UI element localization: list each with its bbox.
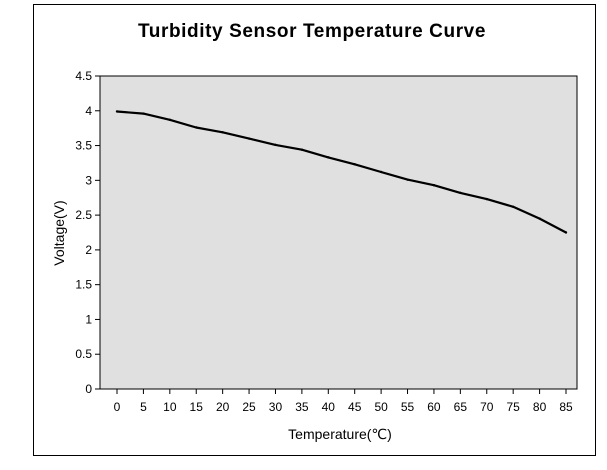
y-tick-label: 3.5 <box>75 139 92 153</box>
x-tick-label: 25 <box>242 400 256 414</box>
y-axis-ticks: 0 0.5 1 1.5 2 2.5 3 3.5 4 4.5 <box>75 69 100 396</box>
x-tick-label: 60 <box>427 400 441 414</box>
x-tick-label: 10 <box>163 400 177 414</box>
y-tick-label: 0 <box>85 382 92 396</box>
x-tick-label: 75 <box>506 400 520 414</box>
x-tick-label: 35 <box>295 400 309 414</box>
y-axis-label: Voltage(V) <box>51 200 67 265</box>
y-tick-label: 3 <box>85 173 92 187</box>
data-point <box>564 231 568 234</box>
data-point <box>327 156 330 159</box>
x-tick-label: 20 <box>216 400 230 414</box>
y-tick-label: 2 <box>85 243 92 257</box>
x-axis-label: Temperature(℃) <box>288 426 392 442</box>
series-line-voltage <box>116 110 567 234</box>
data-point <box>195 126 198 129</box>
data-point <box>538 217 541 220</box>
data-point <box>247 137 251 140</box>
x-tick-label: 45 <box>348 400 362 414</box>
chart-svg: Turbidity Sensor Temperature Curve 0 0.5 1… <box>51 21 578 442</box>
y-tick-label: 4 <box>85 104 92 118</box>
data-point <box>115 110 119 113</box>
x-tick-label: 0 <box>114 400 121 414</box>
x-tick-label: 30 <box>269 400 283 414</box>
data-point <box>511 205 515 208</box>
data-point <box>221 131 224 134</box>
x-tick-label: 65 <box>454 400 468 414</box>
y-tick-label: 2.5 <box>75 208 92 222</box>
plot-area <box>99 75 578 390</box>
x-tick-label: 80 <box>533 400 547 414</box>
chart-title: Turbidity Sensor Temperature Curve <box>138 21 486 42</box>
data-point <box>274 143 277 147</box>
y-tick-label: 4.5 <box>75 69 92 83</box>
data-point <box>406 178 409 181</box>
x-tick-label: 15 <box>190 400 204 414</box>
x-axis-ticks: 0 5 10 15 20 25 30 35 40 45 50 55 60 65 70 75 80 85 <box>114 389 573 414</box>
series-points <box>115 110 568 234</box>
x-tick-label: 55 <box>401 400 415 414</box>
x-tick-label: 40 <box>322 400 336 414</box>
x-tick-label: 85 <box>559 400 573 414</box>
y-tick-label: 0.5 <box>75 347 92 361</box>
x-tick-label: 50 <box>374 400 388 414</box>
x-tick-label: 70 <box>480 400 494 414</box>
x-tick-label: 5 <box>140 400 147 414</box>
y-tick-label: 1 <box>85 312 92 326</box>
data-point <box>353 163 356 166</box>
data-point <box>432 184 436 187</box>
data-point <box>485 197 488 201</box>
data-point <box>379 170 383 174</box>
data-point <box>459 191 462 195</box>
data-point <box>142 112 145 115</box>
chart-frame: Turbidity Sensor Temperature Curve 0 0.5 1… <box>33 4 596 456</box>
y-tick-label: 1.5 <box>75 278 92 292</box>
data-point <box>300 148 304 151</box>
data-point <box>168 118 172 122</box>
